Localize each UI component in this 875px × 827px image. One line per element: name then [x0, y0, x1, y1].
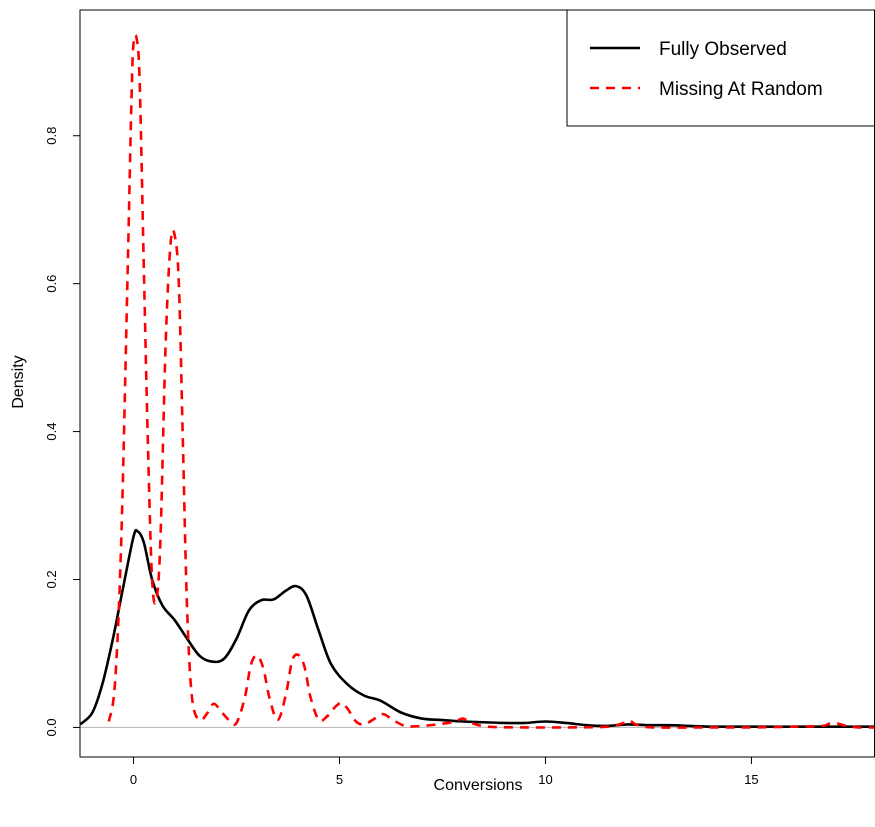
y-tick-label: 0.6 [44, 275, 59, 293]
legend-label: Fully Observed [659, 39, 787, 60]
axes: 0 5 10 15 0.0 0.2 0.4 0.6 0.8 [44, 9, 875, 787]
x-tick-label: 5 [336, 772, 343, 787]
plot-area [80, 33, 875, 729]
series-line-fully-observed [80, 528, 875, 729]
x-tick-label: 15 [744, 772, 758, 787]
y-axis-label: Density [10, 355, 27, 408]
x-tick-label: 10 [538, 772, 552, 787]
x-axis-label: Conversions [434, 777, 523, 794]
y-tick-label: 0.4 [44, 423, 59, 441]
x-tick-label: 0 [130, 772, 137, 787]
legend-label: Missing At Random [659, 79, 823, 100]
y-tick-label: 0.2 [44, 570, 59, 588]
y-tick-label: 0.0 [44, 718, 59, 736]
series-line-missing-at-random [107, 33, 875, 729]
y-tick-label: 0.8 [44, 127, 59, 145]
legend: Fully Observed Missing At Random [566, 9, 875, 127]
legend-box [566, 9, 875, 127]
